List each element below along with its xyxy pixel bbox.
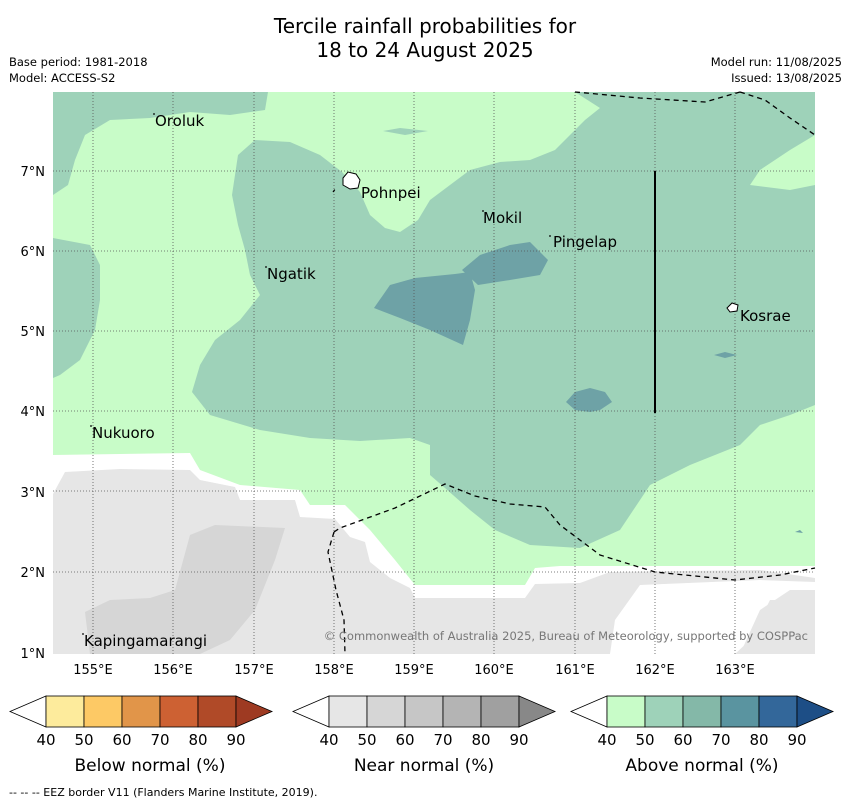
lat-label: 3°N bbox=[21, 486, 46, 501]
colorbar-tick-label: 40 bbox=[319, 731, 339, 749]
near-normal-50-60-zone bbox=[85, 525, 285, 654]
colorbar-segment bbox=[121, 695, 161, 728]
place-label: Pohnpei bbox=[361, 184, 421, 202]
base-period: Base period: 1981-2018 bbox=[9, 55, 148, 69]
colorbar-label-above: Above normal (%) bbox=[625, 756, 779, 776]
place-markers bbox=[82, 113, 551, 635]
colorbar-segment bbox=[404, 695, 444, 728]
place-label: Pingelap bbox=[553, 233, 617, 251]
colorbar-tick-label: 50 bbox=[635, 731, 655, 749]
colorbar-tick-label: 70 bbox=[433, 731, 453, 749]
lon-label: 155°E bbox=[73, 663, 113, 678]
lat-label: 2°N bbox=[21, 566, 46, 581]
colorbar-tick-label: 70 bbox=[150, 731, 170, 749]
colorbar-above-normal bbox=[569, 695, 835, 728]
colorbar-extend-high bbox=[796, 695, 835, 728]
colorbar-below-normal bbox=[8, 695, 274, 728]
colorbar-segment bbox=[328, 695, 368, 728]
place-label: Nukuoro bbox=[92, 424, 155, 442]
colorbar-segment bbox=[83, 695, 123, 728]
model-run: Model run: 11/08/2025 bbox=[710, 55, 842, 69]
colorbar-tick-label: 50 bbox=[357, 731, 377, 749]
colorbar-segment bbox=[442, 695, 482, 728]
colorbar-tick-label: 90 bbox=[787, 731, 807, 749]
white-gap bbox=[53, 453, 815, 598]
colorbar-segment bbox=[682, 695, 722, 728]
lon-label: 161°E bbox=[555, 663, 595, 678]
copyright-text: © Commonwealth of Australia 2025, Bureau… bbox=[324, 629, 808, 643]
colorbar-tick-label: 40 bbox=[597, 731, 617, 749]
lon-label: 159°E bbox=[394, 663, 434, 678]
colorbar-extend-high bbox=[518, 695, 557, 728]
lon-label: 160°E bbox=[474, 663, 514, 678]
place-label: Ngatik bbox=[267, 265, 316, 283]
lon-label: 156°E bbox=[153, 663, 193, 678]
colorbar-tick-label: 80 bbox=[188, 731, 208, 749]
lat-label: 5°N bbox=[21, 325, 46, 340]
colorbar-tick-label: 60 bbox=[673, 731, 693, 749]
colorbar-extend-low bbox=[8, 695, 47, 728]
lon-label: 163°E bbox=[715, 663, 755, 678]
kosrae-island bbox=[726, 302, 739, 313]
issued-date: Issued: 13/08/2025 bbox=[731, 71, 842, 85]
place-label: Oroluk bbox=[155, 112, 204, 130]
lon-label: 157°E bbox=[234, 663, 274, 678]
footer-note: -- -- -- EEZ border V11 (Flanders Marine… bbox=[9, 786, 318, 799]
colorbar-segment bbox=[366, 695, 406, 728]
place-label: Mokil bbox=[483, 209, 522, 227]
lon-label: 158°E bbox=[314, 663, 354, 678]
place-label: Kapingamarangi bbox=[84, 632, 207, 650]
colorbar-tick-label: 70 bbox=[711, 731, 731, 749]
title-line-1: Tercile rainfall probabilities for bbox=[273, 14, 577, 38]
lon-label: 162°E bbox=[635, 663, 675, 678]
white-area-east bbox=[610, 580, 815, 654]
colorbar-extend-low bbox=[291, 695, 330, 728]
colorbar-segment bbox=[644, 695, 684, 728]
colorbar-tick-label: 80 bbox=[471, 731, 491, 749]
map-area bbox=[53, 92, 815, 654]
colorbar-segment bbox=[480, 695, 520, 728]
colorbar-near-normal bbox=[291, 695, 557, 728]
colorbar-segment bbox=[606, 695, 646, 728]
colorbar-segment bbox=[720, 695, 760, 728]
colorbar-tick-label: 40 bbox=[36, 731, 56, 749]
lat-label: 1°N bbox=[21, 647, 46, 662]
title-line-2: 18 to 24 August 2025 bbox=[316, 38, 534, 62]
colorbar-extend-high bbox=[235, 695, 274, 728]
colorbar-tick-label: 60 bbox=[395, 731, 415, 749]
place-label: Kosrae bbox=[740, 307, 791, 325]
colorbar-extend-low bbox=[569, 695, 608, 728]
map-graticule bbox=[53, 92, 815, 654]
colorbar-tick-label: 60 bbox=[112, 731, 132, 749]
eez-border bbox=[327, 91, 816, 655]
lat-label: 4°N bbox=[21, 405, 46, 420]
colorbar-segment bbox=[45, 695, 85, 728]
colorbar-tick-label: 90 bbox=[226, 731, 246, 749]
colorbar-tick-label: 90 bbox=[509, 731, 529, 749]
colorbar-segment bbox=[758, 695, 798, 728]
colorbar-segment bbox=[159, 695, 199, 728]
colorbar-tick-label: 50 bbox=[74, 731, 94, 749]
colorbar-segment bbox=[197, 695, 237, 728]
model-name: Model: ACCESS-S2 bbox=[9, 71, 116, 85]
pohnpei-island bbox=[342, 171, 361, 190]
colorbar-label-below: Below normal (%) bbox=[74, 756, 226, 776]
colorbar-label-near: Near normal (%) bbox=[353, 756, 495, 776]
lat-label: 7°N bbox=[21, 165, 46, 180]
colorbar-tick-label: 80 bbox=[749, 731, 769, 749]
lat-label: 6°N bbox=[21, 245, 46, 260]
